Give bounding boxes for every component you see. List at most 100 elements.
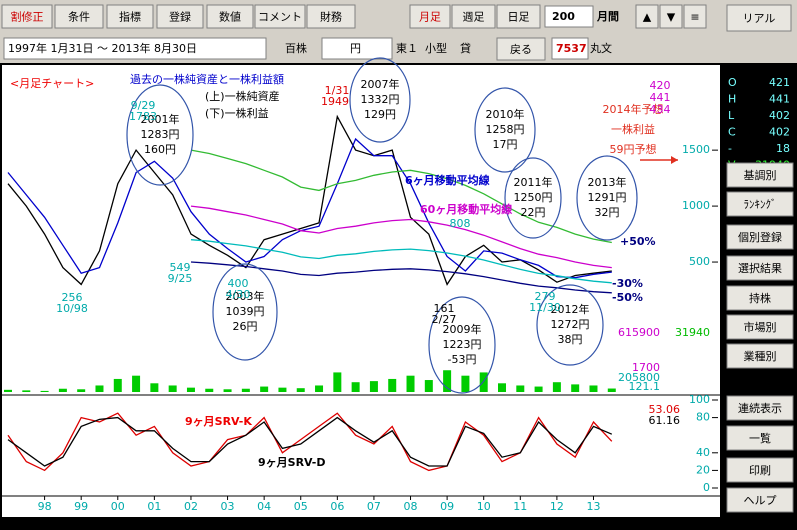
label: 402	[769, 109, 790, 122]
volume-bar	[534, 386, 543, 392]
label: 戻る	[510, 43, 532, 56]
button[interactable]	[54, 4, 104, 29]
label: 59円予想	[610, 142, 657, 156]
label: 1039円	[226, 305, 265, 318]
label: 04	[257, 500, 271, 513]
button[interactable]	[254, 4, 306, 29]
label: 0	[703, 481, 710, 494]
volume-bar	[333, 372, 342, 392]
button[interactable]	[726, 285, 794, 311]
label: 615900	[618, 326, 660, 339]
label: C	[728, 126, 736, 139]
button[interactable]	[726, 395, 794, 421]
label: 日足	[508, 11, 530, 24]
label: 2003年	[226, 289, 265, 303]
button[interactable]	[156, 4, 204, 29]
button[interactable]	[726, 457, 794, 483]
label: 財務	[320, 10, 342, 24]
label: 10	[477, 500, 491, 513]
volume-bar	[589, 385, 598, 392]
button[interactable]	[726, 255, 794, 281]
label: 22円	[521, 206, 546, 219]
button[interactable]	[683, 4, 707, 29]
button[interactable]	[726, 425, 794, 451]
series-line	[7, 416, 613, 467]
label: 18	[776, 142, 790, 155]
label: 2010年	[486, 107, 525, 121]
label: 条件	[68, 10, 90, 24]
label: 1500	[682, 143, 710, 156]
button[interactable]	[306, 4, 356, 29]
label: 1291円	[588, 191, 627, 204]
volume-bar	[516, 385, 525, 392]
label: 500	[689, 255, 710, 268]
volume-bar	[461, 375, 470, 392]
label: 1223円	[443, 338, 482, 351]
label: 基調別	[744, 168, 777, 182]
date-field[interactable]	[3, 37, 267, 60]
label: 07	[367, 500, 381, 513]
label: 434	[650, 103, 671, 116]
button[interactable]	[726, 224, 794, 250]
volume-bar	[241, 388, 250, 392]
volume-bar	[40, 390, 49, 392]
code-field[interactable]	[551, 37, 589, 60]
series-line	[190, 149, 612, 244]
label: 百株	[285, 41, 307, 55]
label: 2007年	[361, 77, 400, 91]
volume-bar	[58, 388, 67, 392]
button[interactable]	[409, 4, 451, 29]
label: 2012年	[551, 302, 590, 316]
label: 7537	[556, 42, 587, 55]
label: 1700	[632, 361, 660, 374]
annotation-ellipse	[504, 157, 562, 239]
volume-bar	[77, 389, 86, 392]
label: 129円	[364, 108, 396, 121]
volume-bar	[223, 389, 232, 392]
label: 1250円	[514, 191, 553, 204]
button[interactable]	[496, 4, 541, 29]
label: 持株	[749, 291, 771, 305]
button[interactable]	[726, 191, 794, 217]
label: 400	[228, 277, 249, 290]
label: 06	[330, 500, 344, 513]
label: ▼	[667, 11, 676, 24]
button[interactable]	[451, 4, 496, 29]
annotation-ellipse	[212, 263, 278, 361]
currency-select[interactable]	[321, 37, 393, 60]
volume-bar	[607, 388, 616, 392]
select[interactable]	[544, 5, 594, 28]
button[interactable]	[726, 4, 792, 32]
label: O	[728, 76, 737, 89]
button[interactable]	[635, 4, 659, 29]
label: 月間	[596, 10, 619, 23]
button[interactable]	[659, 4, 683, 29]
label: 808	[450, 217, 471, 230]
label: 08	[404, 500, 418, 513]
label: 一株利益	[611, 122, 655, 136]
label: 11	[513, 500, 527, 513]
button[interactable]	[726, 487, 794, 513]
label: -	[728, 142, 732, 155]
button[interactable]	[1, 4, 53, 29]
label: 53.06	[649, 403, 681, 416]
volume-bar	[406, 375, 415, 392]
button[interactable]	[106, 4, 154, 29]
series-line	[190, 261, 612, 294]
button[interactable]	[206, 4, 254, 29]
button[interactable]	[726, 314, 794, 340]
button[interactable]	[726, 343, 794, 369]
button[interactable]	[726, 162, 794, 188]
label: 2001年	[141, 112, 180, 126]
volume-bar	[315, 385, 324, 392]
label: 数値	[219, 11, 241, 24]
label: 32円	[595, 206, 620, 219]
volume-bar	[205, 388, 214, 392]
button[interactable]	[496, 37, 546, 61]
label: 402	[769, 126, 790, 139]
label: 01	[147, 500, 161, 513]
label: 貸	[460, 41, 471, 55]
label: 80	[696, 411, 710, 424]
label: 選択結果	[738, 261, 782, 275]
